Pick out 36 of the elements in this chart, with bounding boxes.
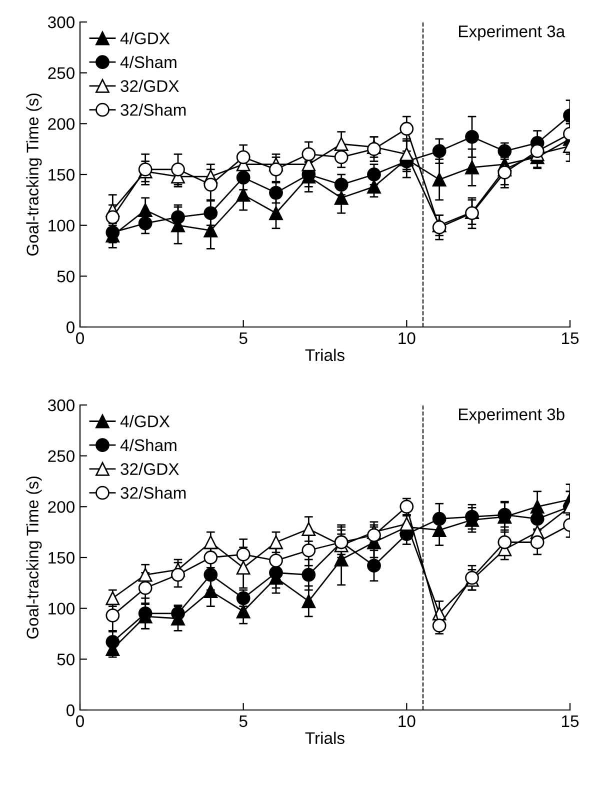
legend-label: 32/Sham: [120, 104, 186, 116]
legend-label: 32/GDX: [120, 462, 179, 475]
x-tick-label: 10: [398, 715, 416, 728]
x-tick-label: 0: [76, 715, 84, 728]
y-axis-title: Goal-tracking Time (s): [26, 476, 42, 639]
legend-label: 4/GDX: [120, 32, 170, 44]
x-tick-label: 15: [562, 332, 579, 344]
y-tick-label: 300: [48, 16, 74, 28]
x-tick-label: 5: [239, 332, 248, 344]
x-tick-label: 0: [76, 332, 84, 344]
x-axis-title: Trials: [305, 732, 344, 744]
y-tick-label: 200: [48, 501, 74, 513]
y-tick-label: 150: [48, 552, 74, 564]
legend-label: 32/Sham: [120, 486, 186, 499]
y-tick-label: 100: [48, 602, 74, 615]
y-tick-label: 300: [48, 399, 74, 412]
x-tick-label: 15: [562, 715, 579, 728]
annotation: Experiment 3a: [459, 25, 566, 41]
y-tick-label: 50: [57, 270, 74, 282]
legend-label: 4/GDX: [120, 415, 170, 428]
y-tick-label: 0: [66, 321, 74, 334]
x-tick-label: 10: [398, 332, 416, 344]
annotation: Experiment 3b: [459, 408, 564, 424]
y-tick-label: 200: [48, 118, 74, 130]
y-tick-label: 0: [66, 704, 74, 716]
legend-label: 4/Sham: [120, 438, 176, 452]
legend-label: 4/Sham: [120, 56, 176, 68]
y-tick-label: 50: [57, 654, 74, 666]
x-axis-title: Trials: [305, 348, 344, 362]
x-tick-label: 5: [239, 715, 248, 728]
y-tick-label: 250: [48, 67, 74, 80]
y-tick-label: 250: [48, 450, 74, 462]
y-tick-label: 150: [48, 168, 74, 181]
y-axis-title: Goal-tracking Time (s): [26, 94, 42, 256]
legend-label: 32/GDX: [120, 80, 179, 92]
y-tick-label: 100: [48, 220, 74, 232]
